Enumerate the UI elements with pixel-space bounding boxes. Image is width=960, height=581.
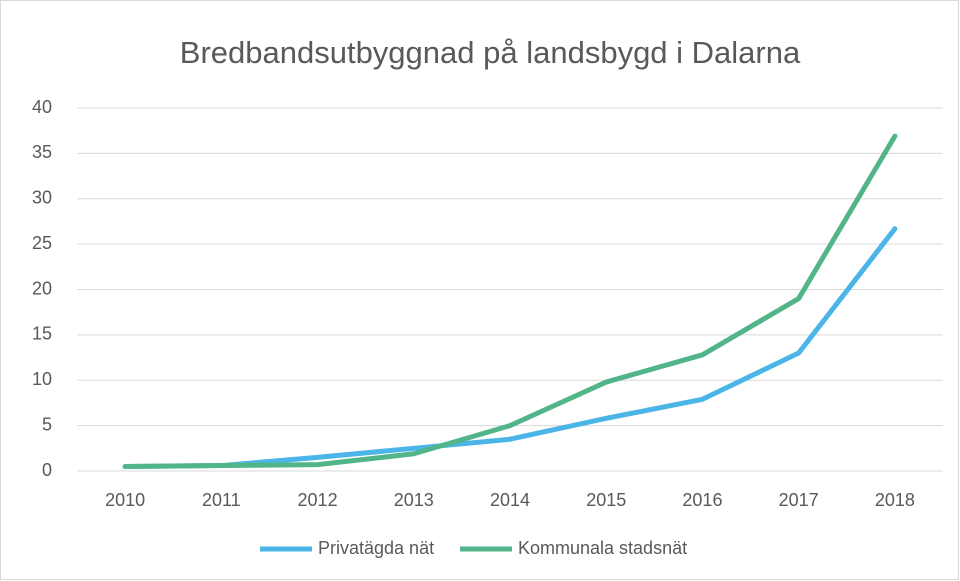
- y-tick-label: 5: [42, 414, 52, 434]
- legend-label: Privatägda nät: [318, 538, 434, 558]
- y-tick-label: 30: [32, 188, 52, 208]
- y-tick-label: 20: [32, 278, 52, 298]
- x-tick-label: 2015: [586, 490, 626, 510]
- x-tick-label: 2010: [105, 490, 145, 510]
- y-tick-label: 0: [42, 460, 52, 480]
- x-tick-label: 2016: [682, 490, 722, 510]
- x-tick-label: 2013: [394, 490, 434, 510]
- y-tick-label: 35: [32, 142, 52, 162]
- x-tick-label: 2017: [779, 490, 819, 510]
- legend-label: Kommunala stadsnät: [518, 538, 687, 558]
- line-series: [122, 133, 898, 469]
- y-tick-label: 10: [32, 369, 52, 389]
- y-tick-label: 15: [32, 324, 52, 344]
- y-tick-label: 40: [32, 97, 52, 117]
- x-tick-label: 2018: [875, 490, 915, 510]
- x-tick-label: 2012: [298, 490, 338, 510]
- x-tick-label: 2011: [202, 490, 241, 510]
- y-tick-label: 25: [32, 233, 52, 253]
- chart-title: Bredbandsutbyggnad på landsbygd i Dalarn…: [180, 35, 801, 70]
- x-tick-label: 2014: [490, 490, 530, 510]
